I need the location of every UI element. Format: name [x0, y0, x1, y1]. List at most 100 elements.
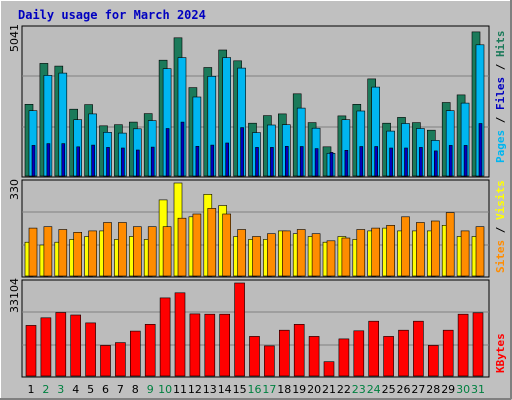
bar-kbytes-day-5: [85, 322, 96, 377]
chart-bars: [24, 31, 485, 377]
x-tick-day-23: 23: [352, 383, 366, 396]
bar-pages-day-25: [389, 147, 393, 177]
bar-pages-day-17: [270, 147, 274, 177]
legend-kbytes: KBytes: [494, 333, 507, 373]
x-tick-day-13: 13: [203, 383, 217, 396]
bar-sites-day-28: [430, 220, 440, 277]
bar-kbytes-day-12: [189, 313, 201, 377]
bar-pages-day-4: [76, 146, 80, 177]
bar-sites-day-5: [88, 230, 97, 277]
bar-pages-day-30: [463, 145, 468, 177]
ylabel-max-hits: 5041: [8, 24, 21, 52]
bar-sites-day-8: [133, 226, 142, 277]
bar-pages-day-2: [46, 143, 51, 177]
bar-sites-day-17: [267, 233, 276, 277]
x-tick-day-18: 18: [277, 383, 291, 396]
bar-pages-day-18: [284, 146, 289, 177]
legend-panel1: Pages / Files / Hits: [494, 31, 507, 164]
bar-sites-day-2: [43, 226, 53, 277]
bar-pages-day-13: [210, 144, 215, 177]
x-tick-day-2: 2: [42, 383, 49, 396]
x-tick-day-16: 16: [248, 383, 262, 396]
bar-kbytes-day-3: [55, 312, 67, 377]
x-tick-day-14: 14: [218, 383, 232, 396]
bar-sites-day-24: [371, 227, 381, 277]
bar-kbytes-day-29: [442, 329, 454, 377]
legend-sep: /: [494, 110, 507, 130]
bar-kbytes-day-22: [338, 338, 350, 377]
x-tick-day-22: 22: [337, 383, 351, 396]
bar-pages-day-6: [106, 147, 110, 177]
bar-pages-day-27: [419, 147, 423, 177]
legend-visits: Visits: [494, 180, 507, 220]
x-tick-day-29: 29: [441, 383, 455, 396]
bar-kbytes-day-2: [40, 317, 52, 377]
bar-pages-day-19: [299, 146, 304, 177]
bar-sites-day-30: [460, 230, 470, 277]
x-tick-labels: 1 2 3 4 5 6 7 8 9 10 11 12 13 14 15 16 17 18 19 20 21 22 23 24 2…: [28, 383, 486, 396]
bar-kbytes-day-25: [383, 336, 394, 377]
x-tick-day-27: 27: [411, 383, 425, 396]
bar-sites-day-25: [386, 225, 395, 277]
legend-hits: Hits: [494, 31, 507, 58]
legend-files: Files: [494, 77, 507, 110]
bar-kbytes-day-24: [368, 320, 380, 377]
bar-kbytes-day-28: [427, 345, 439, 377]
x-tick-day-19: 19: [292, 383, 306, 396]
bar-kbytes-day-16: [249, 336, 260, 377]
legend-panel3: KBytes: [494, 333, 507, 373]
bar-pages-day-3: [61, 143, 66, 177]
bar-pages-day-28: [433, 150, 438, 177]
bar-pages-day-7: [121, 147, 125, 177]
bar-sites-day-3: [58, 229, 68, 277]
bar-kbytes-day-19: [293, 323, 305, 377]
x-tick-day-4: 4: [72, 383, 79, 396]
x-tick-day-8: 8: [132, 383, 139, 396]
bar-pages-day-26: [404, 147, 408, 177]
bar-pages-day-14: [225, 142, 229, 177]
bar-sites-day-27: [416, 222, 425, 277]
bar-pages-day-31: [478, 123, 483, 177]
bar-sites-day-29: [445, 212, 455, 277]
bar-kbytes-day-15: [234, 282, 245, 377]
bar-kbytes-day-13: [204, 313, 216, 377]
legend-panel2: Sites / Visits: [494, 180, 507, 273]
bar-sites-day-10: [162, 226, 172, 277]
bar-pages-day-29: [448, 145, 453, 177]
bar-kbytes-day-14: [219, 313, 230, 377]
bar-sites-day-6: [103, 222, 112, 277]
bar-kbytes-day-20: [308, 336, 320, 377]
x-tick-day-6: 6: [102, 383, 109, 396]
bar-sites-day-22: [341, 237, 351, 277]
bar-pages-day-9: [150, 146, 155, 177]
legend-sep: /: [494, 57, 507, 77]
bar-kbytes-day-1: [25, 325, 37, 377]
legend-sites: Sites: [494, 240, 507, 273]
legend-sep: /: [494, 220, 507, 240]
bar-sites-day-14: [222, 213, 231, 277]
bar-kbytes-day-26: [398, 329, 409, 377]
x-tick-day-30: 30: [456, 383, 470, 396]
bar-kbytes-day-27: [413, 320, 424, 377]
bar-kbytes-day-10: [159, 297, 171, 377]
legend-pages: Pages: [494, 130, 507, 163]
x-tick-day-31: 31: [471, 383, 485, 396]
x-tick-day-1: 1: [28, 383, 35, 396]
bar-kbytes-day-4: [70, 314, 81, 377]
bar-sites-day-9: [147, 226, 157, 277]
bar-kbytes-day-21: [323, 361, 335, 377]
x-tick-day-20: 20: [307, 383, 321, 396]
bar-pages-day-16: [255, 147, 259, 177]
ylabel-max-kbytes: 33104: [8, 278, 21, 313]
x-tick-day-21: 21: [322, 383, 336, 396]
x-tick-day-26: 26: [397, 383, 411, 396]
bar-kbytes-day-6: [100, 345, 111, 377]
bar-sites-day-4: [73, 232, 82, 277]
bar-kbytes-day-7: [115, 342, 126, 377]
bar-sites-day-7: [118, 222, 127, 277]
bar-pages-day-1: [31, 145, 36, 177]
x-tick-day-11: 11: [173, 383, 187, 396]
x-tick-day-12: 12: [188, 383, 202, 396]
bar-sites-day-31: [475, 226, 485, 277]
